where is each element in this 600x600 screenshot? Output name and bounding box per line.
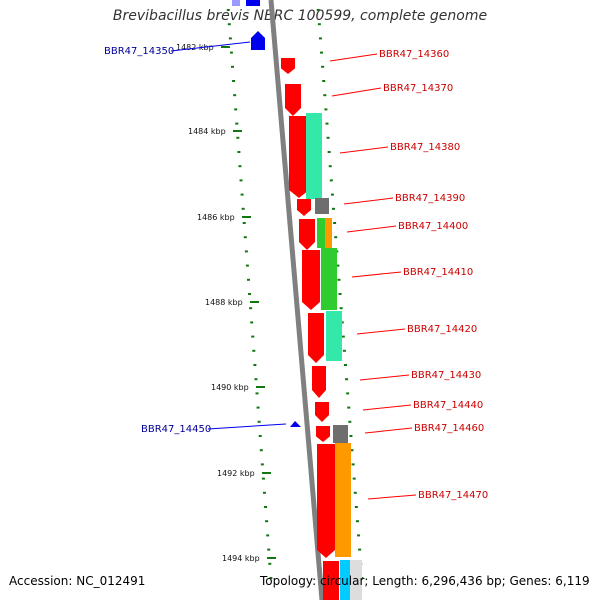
feature-label[interactable]: BBR47_14350 [104, 46, 174, 57]
feature-cyan-bottom[interactable] [340, 560, 350, 600]
feature-green-2[interactable] [321, 248, 337, 310]
feature-bbr47-14400[interactable] [299, 219, 315, 250]
feature-bbr47-14410[interactable] [302, 250, 320, 310]
feature-gray-2[interactable] [333, 425, 348, 443]
feature-label[interactable]: BBR47_14450 [141, 424, 211, 435]
feature-bbr47-14360[interactable] [281, 58, 295, 74]
label-leader-line [331, 87, 382, 97]
label-leader-line [329, 53, 378, 62]
ruler-ticks-inner [226, 9, 273, 579]
feature-label[interactable]: BBR47_14360 [379, 49, 449, 60]
label-leader-line [356, 328, 406, 335]
feature-label[interactable]: BBR47_14380 [390, 142, 460, 153]
feature-label[interactable]: BBR47_14410 [403, 267, 473, 278]
label-leader-line [362, 404, 412, 411]
label-leader-line [359, 374, 410, 381]
feature-teal-2[interactable] [326, 311, 342, 361]
feature-label[interactable]: BBR47_14420 [407, 324, 477, 335]
feature-track [232, 0, 362, 600]
label-leader-line [346, 225, 397, 233]
top-partial-feature[interactable] [246, 0, 260, 6]
feature-label[interactable]: BBR47_14440 [413, 400, 483, 411]
feature-green-1[interactable] [317, 218, 325, 248]
feature-bbr47-14440[interactable] [315, 402, 329, 422]
feature-partial-bottom[interactable] [323, 561, 339, 600]
feature-label[interactable]: BBR47_14370 [383, 83, 453, 94]
top-partial-feature[interactable] [232, 0, 240, 6]
feature-orange-2[interactable] [335, 443, 351, 557]
feature-bbr47-14370[interactable] [285, 84, 301, 116]
label-leader-line [343, 197, 394, 205]
ruler-tick-label: 1482 kbp [176, 43, 214, 52]
ruler-tick-label: 1488 kbp [205, 298, 243, 307]
feature-bbr47-14470[interactable] [317, 444, 335, 558]
feature-bbr47-14450[interactable] [290, 421, 301, 427]
feature-bbr47-14460[interactable] [316, 426, 330, 442]
ruler-labels: 1482 kbp 1484 kbp 1486 kbp 1488 kbp 1490 kbp… [176, 43, 276, 563]
ruler-tick-label: 1492 kbp [217, 469, 255, 478]
label-leader-line [351, 271, 402, 278]
feature-bbr47-14380[interactable] [289, 116, 309, 198]
feature-bbr47-14420[interactable] [308, 313, 324, 363]
feature-bbr47-14390[interactable] [297, 199, 311, 216]
label-leader-line [170, 41, 251, 52]
ruler-tick-label: 1490 kbp [211, 383, 249, 392]
feature-teal-1[interactable] [306, 113, 322, 199]
genome-summary-text: Topology: circular; Length: 6,296,436 bp… [260, 574, 590, 588]
feature-label[interactable]: BBR47_14430 [411, 370, 481, 381]
feature-partial-bottom-2[interactable] [350, 560, 362, 600]
accession-text: Accession: NC_012491 [9, 574, 146, 588]
ruler-tick-label: 1486 kbp [197, 213, 235, 222]
genome-backbone [268, 0, 325, 600]
feature-bbr47-14350[interactable] [251, 31, 265, 50]
feature-orange-1[interactable] [325, 218, 332, 248]
ruler-tick-label: 1484 kbp [188, 127, 226, 136]
feature-bbr47-14430[interactable] [312, 366, 326, 398]
feature-label[interactable]: BBR47_14400 [398, 221, 468, 232]
label-leader-line [339, 146, 389, 154]
feature-label[interactable]: BBR47_14470 [418, 490, 488, 501]
label-leader-line [364, 427, 413, 434]
map-title: Brevibacillus brevis NBRC 100599, comple… [112, 8, 488, 24]
label-leader-line [367, 494, 417, 500]
ruler-tick-label: 1494 kbp [222, 554, 260, 563]
feature-label[interactable]: BBR47_14390 [395, 193, 465, 204]
feature-label[interactable]: BBR47_14460 [414, 423, 484, 434]
feature-labels: BBR47_14350 BBR47_14360 BBR47_14370 BBR47_1… [104, 41, 488, 501]
feature-gray-1[interactable] [315, 198, 329, 214]
label-leader-line [207, 423, 287, 430]
